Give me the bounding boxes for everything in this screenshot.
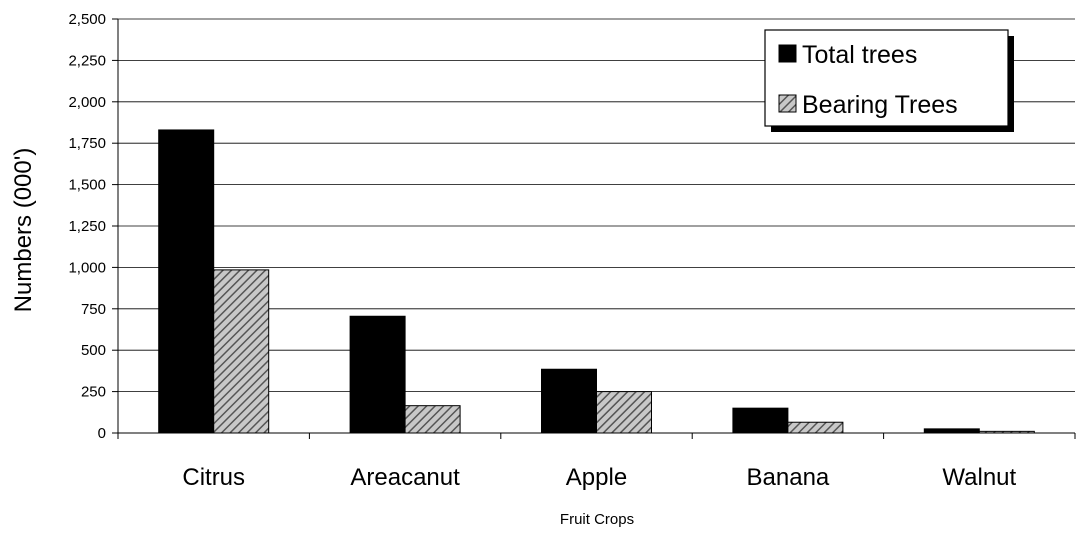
bar-bearing-trees-banana [787,421,844,434]
y-tick-label: 750 [81,301,106,318]
legend-box [764,29,1009,127]
legend-swatch-bearing-trees [778,94,797,113]
y-tick-label: 1,750 [68,135,106,152]
x-category-label: Areacanut [350,464,460,491]
y-tick-label: 1,000 [68,259,106,276]
legend-label-total-trees: Total trees [802,41,917,69]
x-category-label: Banana [747,464,830,491]
bar-bearing-trees-areacanut [404,405,461,434]
y-tick-label: 0 [98,425,106,442]
x-axis-ticks [117,433,1076,439]
x-axis-title: Fruit Crops [560,511,634,528]
bars [158,129,1035,434]
x-category-label: Walnut [942,464,1016,491]
legend: Total trees Bearing Trees [764,29,1014,132]
x-axis-category-labels: Citrus Areacanut Apple Banana Walnut [182,464,1016,491]
y-tick-label: 250 [81,384,106,401]
bar-total-trees-apple [541,368,597,434]
y-axis-ticks: 0 250 500 750 1,000 1,250 1,500 1,750 2,000 2,250… [68,11,118,442]
bar-bearing-trees-citrus [213,269,270,434]
legend-label-bearing-trees: Bearing Trees [802,91,958,119]
y-tick-label: 1,250 [68,218,106,235]
y-tick-label: 2,250 [68,52,106,69]
y-tick-label: 1,500 [68,177,106,194]
x-category-label: Apple [566,464,627,491]
bar-total-trees-walnut [923,428,980,434]
legend-swatch-total-trees [778,44,797,63]
x-category-label: Citrus [182,464,245,491]
y-axis-title: Numbers (000') [10,148,37,313]
bar-total-trees-banana [732,407,789,434]
gridlines [118,18,1075,393]
bar-total-trees-areacanut [349,315,406,434]
y-tick-label: 2,500 [68,11,106,28]
y-tick-label: 2,000 [68,94,106,111]
y-tick-label: 500 [81,342,106,359]
bar-bearing-trees-apple [596,391,652,434]
bar-total-trees-citrus [158,129,215,434]
